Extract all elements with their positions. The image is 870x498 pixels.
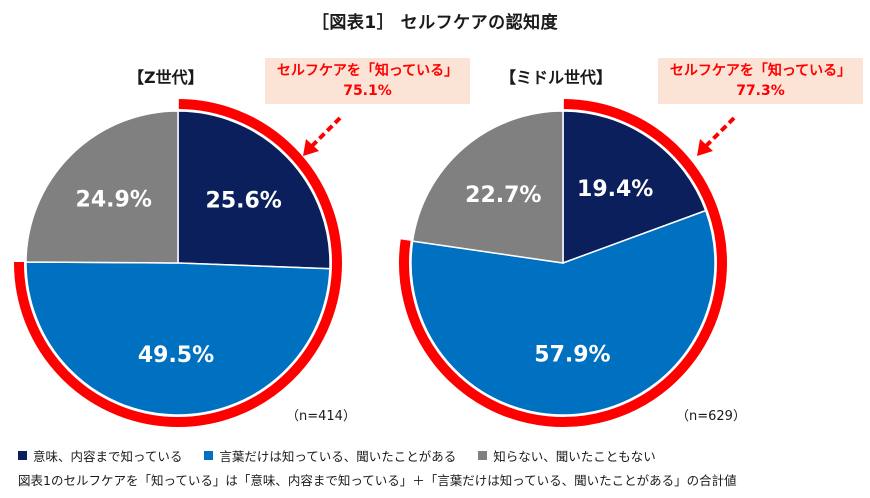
callout-gen-z-text: セルフケアを「知っている」 xyxy=(276,63,459,79)
callout-middle: セルフケアを「知っている」 77.3% xyxy=(658,58,863,104)
slice-label-know-meaning: 25.6% xyxy=(206,189,282,214)
pie-label-middle: 【ミドル世代】 xyxy=(500,68,613,87)
footnote: 図表1のセルフケアを「知っている」は「意味、内容まで知っている」＋「言葉だけは知… xyxy=(18,473,737,488)
slice-unknown xyxy=(25,110,179,264)
slice-label-heard-word: 49.5% xyxy=(138,343,214,368)
legend-item-unknown: 知らない、聞いたこともない xyxy=(478,446,656,465)
legend-label: 意味、内容まで知っている xyxy=(33,449,183,464)
chart-title: ［図表1］ セルフケアの認知度 xyxy=(311,13,559,33)
arrow-middle xyxy=(697,116,736,156)
legend: 意味、内容まで知っている 言葉だけは知っている、聞いたことがある 知らない、聞い… xyxy=(18,446,656,465)
sample-size-middle: （n=629） xyxy=(676,409,746,424)
callout-middle-value: 77.3% xyxy=(736,83,785,99)
callout-gen-z: セルフケアを「知っている」 75.1% xyxy=(265,58,470,104)
legend-swatch xyxy=(18,451,27,460)
legend-swatch xyxy=(478,451,488,460)
callout-gen-z-value: 75.1% xyxy=(343,83,392,99)
pie-middle: 19.4% 57.9% 22.7% xyxy=(399,99,727,427)
arrow-gen-z xyxy=(303,116,342,156)
slice-label-heard-word: 57.9% xyxy=(534,343,610,368)
pie-gen-z: 25.6% 49.5% 24.9% xyxy=(14,99,342,427)
known-share-ring xyxy=(399,99,727,427)
legend-label: 知らない、聞いたこともない xyxy=(493,449,656,464)
pie-label-gen-z: 【Z世代】 xyxy=(128,68,204,87)
slice-label-unknown: 24.9% xyxy=(76,187,152,212)
slice-label-know-meaning: 19.4% xyxy=(577,177,653,202)
slice-heard-word xyxy=(25,261,331,416)
slice-know-meaning xyxy=(177,110,331,270)
slice-heard-word xyxy=(410,209,716,416)
callout-middle-text: セルフケアを「知っている」 xyxy=(669,63,852,79)
sample-size-gen-z: （n=414） xyxy=(286,409,356,424)
legend-item-heard-word: 言葉だけは知っている、聞いたことがある xyxy=(204,446,456,465)
slice-unknown xyxy=(411,110,564,264)
legend-item-know-meaning: 意味、内容まで知っている xyxy=(18,446,182,465)
slice-know-meaning xyxy=(562,110,707,265)
known-share-ring xyxy=(14,99,342,427)
slice-label-unknown: 22.7% xyxy=(465,183,541,208)
legend-swatch xyxy=(204,451,214,460)
legend-label: 言葉だけは知っている、聞いたことがある xyxy=(219,449,457,464)
